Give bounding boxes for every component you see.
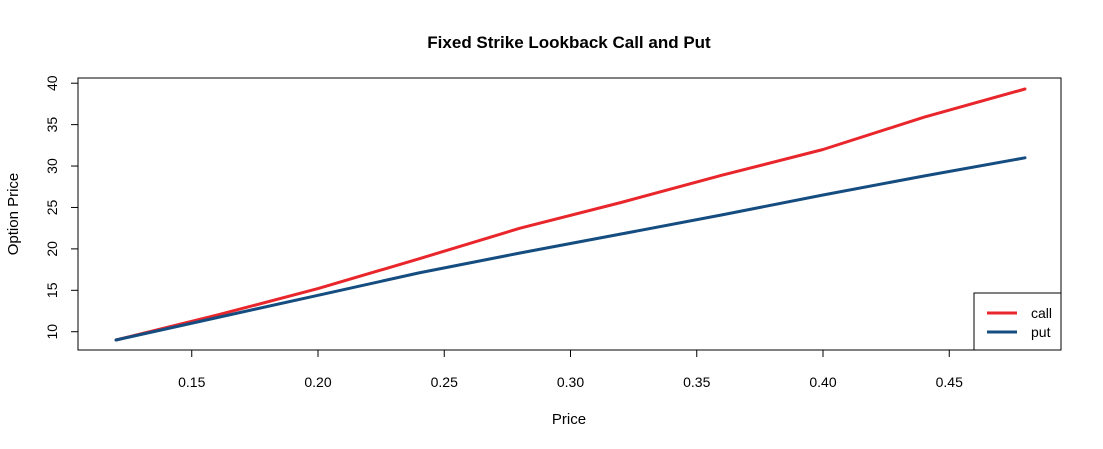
chart-title: Fixed Strike Lookback Call and Put (427, 33, 711, 52)
y-axis-label: Option Price (5, 173, 22, 256)
x-axis: 0.15 0.20 0.25 0.30 0.35 0.40 0.45 (178, 349, 963, 390)
series-layer (114, 87, 1027, 342)
x-axis-label: Price (552, 411, 586, 428)
y-tick-label: 25 (44, 199, 60, 215)
y-tick-label: 30 (44, 158, 60, 174)
x-tick-label: 0.15 (178, 374, 205, 390)
series-line-call (114, 87, 1027, 342)
y-tick-label: 40 (44, 75, 60, 91)
series-line-put (114, 156, 1027, 342)
x-tick-label: 0.45 (936, 374, 963, 390)
x-tick-label: 0.35 (683, 374, 710, 390)
y-tick-label: 20 (44, 241, 60, 257)
legend-label-put: put (1031, 324, 1051, 340)
y-tick-label: 10 (44, 324, 60, 340)
x-tick-label: 0.25 (431, 374, 458, 390)
y-tick-label: 35 (44, 117, 60, 133)
plot-frame (77, 77, 1062, 351)
legend-label-call: call (1031, 305, 1052, 321)
x-tick-label: 0.30 (557, 374, 584, 390)
x-tick-label: 0.40 (809, 374, 836, 390)
legend: call put (973, 292, 1062, 351)
y-axis: 10 15 20 25 30 35 40 (44, 75, 79, 340)
x-tick-label: 0.20 (304, 374, 331, 390)
legend-box (973, 292, 1062, 351)
y-tick-label: 15 (44, 282, 60, 298)
